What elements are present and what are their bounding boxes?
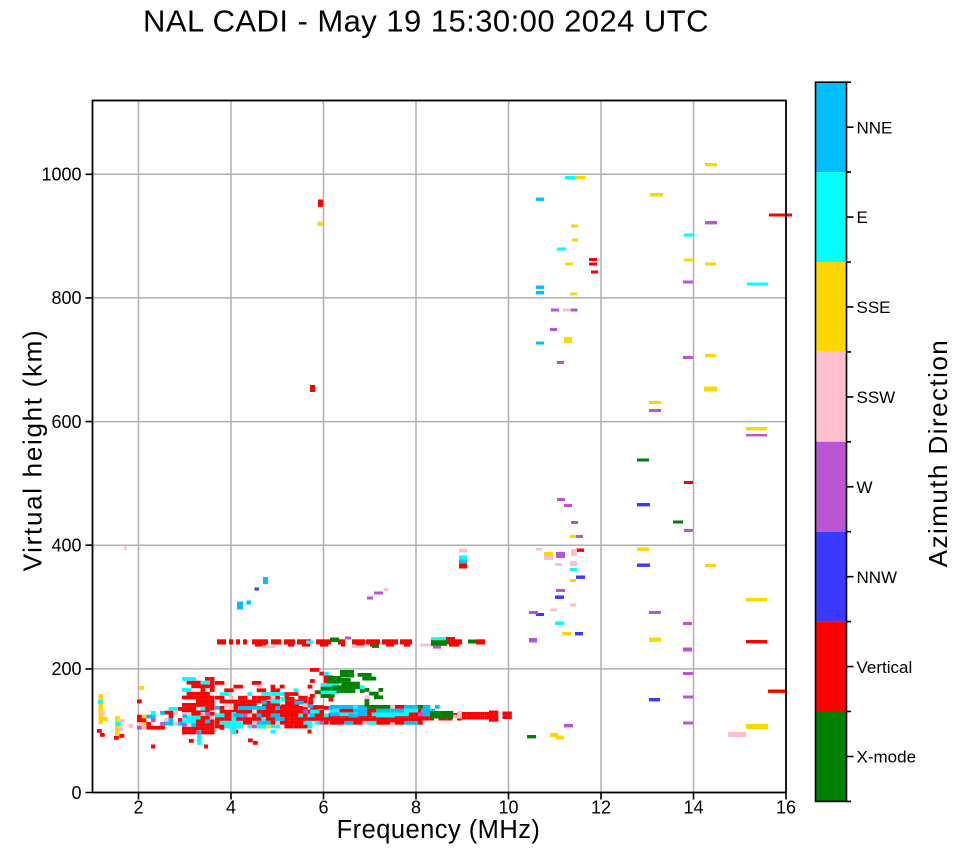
svg-text:NAL CADI - May 19 15:30:00 202: NAL CADI - May 19 15:30:00 2024 UTC: [143, 4, 709, 39]
svg-text:SSW: SSW: [857, 388, 896, 407]
svg-text:0: 0: [71, 783, 81, 803]
svg-text:10: 10: [498, 798, 518, 818]
svg-text:Virtual height (km): Virtual height (km): [18, 329, 48, 572]
svg-text:E: E: [857, 208, 868, 227]
svg-text:8: 8: [411, 798, 421, 818]
svg-text:14: 14: [683, 798, 703, 818]
svg-text:200: 200: [51, 659, 81, 679]
svg-text:X-mode: X-mode: [857, 748, 917, 767]
svg-text:6: 6: [318, 798, 328, 818]
svg-text:1000: 1000: [41, 165, 81, 185]
svg-text:Azimuth Direction: Azimuth Direction: [923, 339, 953, 567]
svg-text:600: 600: [51, 412, 81, 432]
svg-text:Vertical: Vertical: [857, 658, 913, 677]
svg-text:16: 16: [776, 798, 796, 818]
svg-text:12: 12: [591, 798, 611, 818]
svg-text:SSE: SSE: [857, 298, 891, 317]
svg-text:Frequency (MHz): Frequency (MHz): [337, 816, 541, 844]
svg-text:2: 2: [133, 798, 143, 818]
svg-text:W: W: [857, 478, 873, 497]
svg-text:800: 800: [51, 288, 81, 308]
svg-text:NNW: NNW: [857, 568, 898, 587]
svg-text:NNE: NNE: [857, 118, 893, 137]
svg-text:4: 4: [226, 798, 236, 818]
svg-text:400: 400: [51, 536, 81, 556]
